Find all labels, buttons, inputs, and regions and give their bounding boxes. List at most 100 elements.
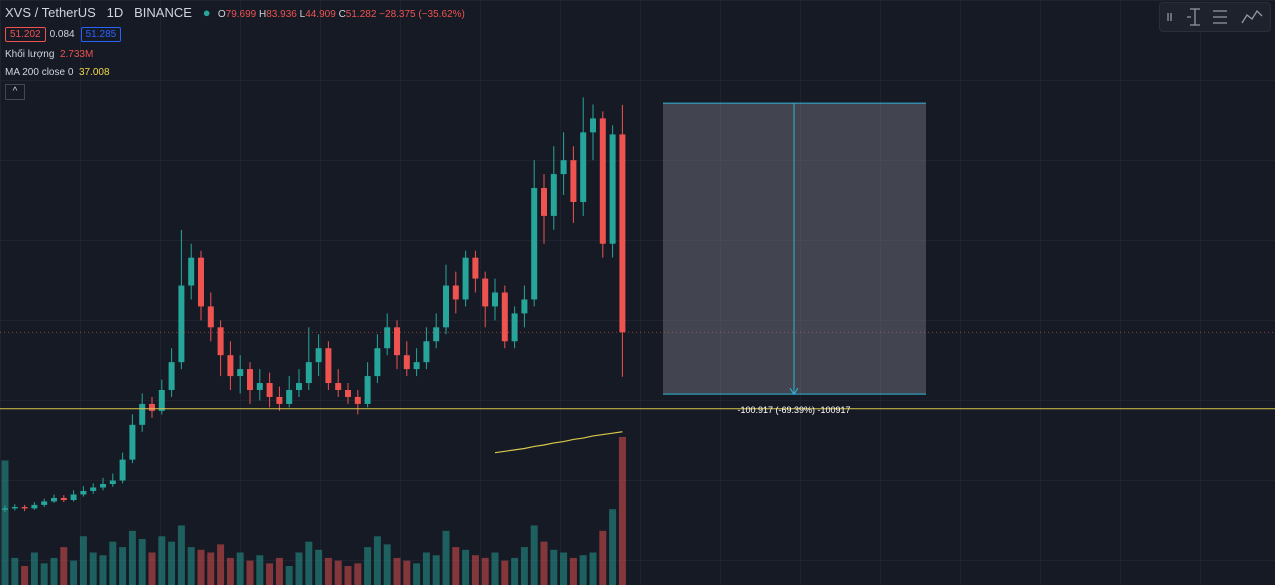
candle-body xyxy=(354,396,361,404)
drag-handle[interactable] xyxy=(1167,13,1172,21)
candle-body xyxy=(384,327,391,349)
candle-body xyxy=(482,278,489,307)
volume-bar xyxy=(99,555,107,585)
candle-body xyxy=(21,507,28,509)
volume-bar xyxy=(148,552,156,585)
candle-body xyxy=(266,383,273,397)
candle-body xyxy=(256,383,263,390)
volume-bar xyxy=(89,552,97,585)
volume-bar xyxy=(197,549,205,585)
candle-body xyxy=(394,327,400,356)
volume-bar xyxy=(128,530,136,585)
volume-bar xyxy=(364,547,372,585)
candle-body xyxy=(139,403,146,425)
volume-value: 2.733M xyxy=(59,49,94,60)
volume-bar xyxy=(471,555,479,585)
volume-bar xyxy=(609,509,617,585)
candle-body xyxy=(80,490,87,495)
candle-body xyxy=(100,484,106,488)
volume-bar xyxy=(275,557,283,585)
candle-body xyxy=(41,501,48,505)
candle-body xyxy=(227,355,234,377)
candle-body xyxy=(423,341,430,363)
candle-body xyxy=(609,134,616,244)
candle-body xyxy=(168,362,175,390)
ma-value: 37.008 xyxy=(78,67,110,78)
candle-body xyxy=(472,257,479,279)
volume-bar xyxy=(168,541,176,585)
volume-bar xyxy=(177,525,185,585)
candle-body xyxy=(31,504,38,509)
candle-body xyxy=(217,327,224,356)
volume-bar xyxy=(187,547,195,585)
volume-bar xyxy=(324,557,332,585)
volume-bar xyxy=(501,560,509,585)
status-dot: ● xyxy=(202,5,211,20)
candle-body xyxy=(511,313,518,342)
candle-body xyxy=(443,285,449,328)
volume-bar xyxy=(481,557,489,585)
volume-bar xyxy=(334,560,342,585)
candle-body xyxy=(70,494,77,501)
measure-tool[interactable] xyxy=(1187,8,1200,26)
quote-row: 51.202 0.084 51.285 xyxy=(5,26,125,42)
volume-bar xyxy=(432,555,440,585)
volume-bar xyxy=(50,557,58,585)
candle-body xyxy=(315,348,322,363)
volume-title: Khối lượng xyxy=(5,49,55,60)
volume-bar xyxy=(305,541,313,585)
candle-body xyxy=(305,362,312,384)
volume-bar xyxy=(79,536,87,585)
candle-body xyxy=(325,348,332,384)
ma-line xyxy=(494,431,623,454)
ma-legend: MA 200 close 0 37.008 xyxy=(5,67,110,78)
o-label: O xyxy=(217,9,226,20)
candle-body xyxy=(119,459,126,481)
toolbar-icons xyxy=(1167,8,1263,26)
candle-body xyxy=(335,383,342,390)
volume-bar xyxy=(138,538,146,585)
volume-bar xyxy=(383,544,391,585)
candle-body xyxy=(247,369,253,390)
candle-body xyxy=(403,355,410,370)
volume-bar xyxy=(511,557,519,585)
volume-bar xyxy=(422,552,430,585)
buy-button[interactable]: 51.285 xyxy=(80,27,122,42)
candle-body xyxy=(345,390,351,397)
volume-bar xyxy=(393,557,401,585)
volume-bar xyxy=(491,552,499,585)
candle-body xyxy=(60,497,67,501)
candle-body xyxy=(413,362,420,370)
candle-body xyxy=(90,487,97,491)
l-value: 44.909 xyxy=(305,9,336,20)
volume-bar xyxy=(40,563,48,585)
candle-body xyxy=(492,292,498,307)
candle-body xyxy=(560,160,567,175)
candle-body xyxy=(129,424,136,460)
volume-bar xyxy=(540,541,548,585)
volume-bar xyxy=(21,566,29,585)
measure-arrowhead xyxy=(789,387,799,396)
collapse-button[interactable]: ^ xyxy=(5,84,25,100)
volume-bar xyxy=(442,530,450,585)
ma-title: MA 200 close 0 xyxy=(5,67,74,78)
candle-body xyxy=(590,118,596,133)
o-value: 79.699 xyxy=(225,9,257,20)
interval[interactable]: 1D xyxy=(106,5,124,20)
candle-body xyxy=(286,390,293,404)
volume-bar xyxy=(70,560,78,585)
volume-bar xyxy=(266,563,274,585)
candle-body xyxy=(550,174,557,216)
settings-tool[interactable] xyxy=(1213,10,1227,24)
c-label: C xyxy=(338,9,346,20)
volume-bar xyxy=(236,552,244,585)
candle-body xyxy=(462,257,469,300)
l-label: L xyxy=(299,9,306,20)
indicator-tool[interactable] xyxy=(1241,9,1263,24)
volume-bar xyxy=(109,541,117,585)
volume-bar xyxy=(462,549,470,585)
candle-body xyxy=(109,480,116,485)
candle-body xyxy=(521,299,528,314)
sell-button[interactable]: 51.202 xyxy=(5,27,46,42)
